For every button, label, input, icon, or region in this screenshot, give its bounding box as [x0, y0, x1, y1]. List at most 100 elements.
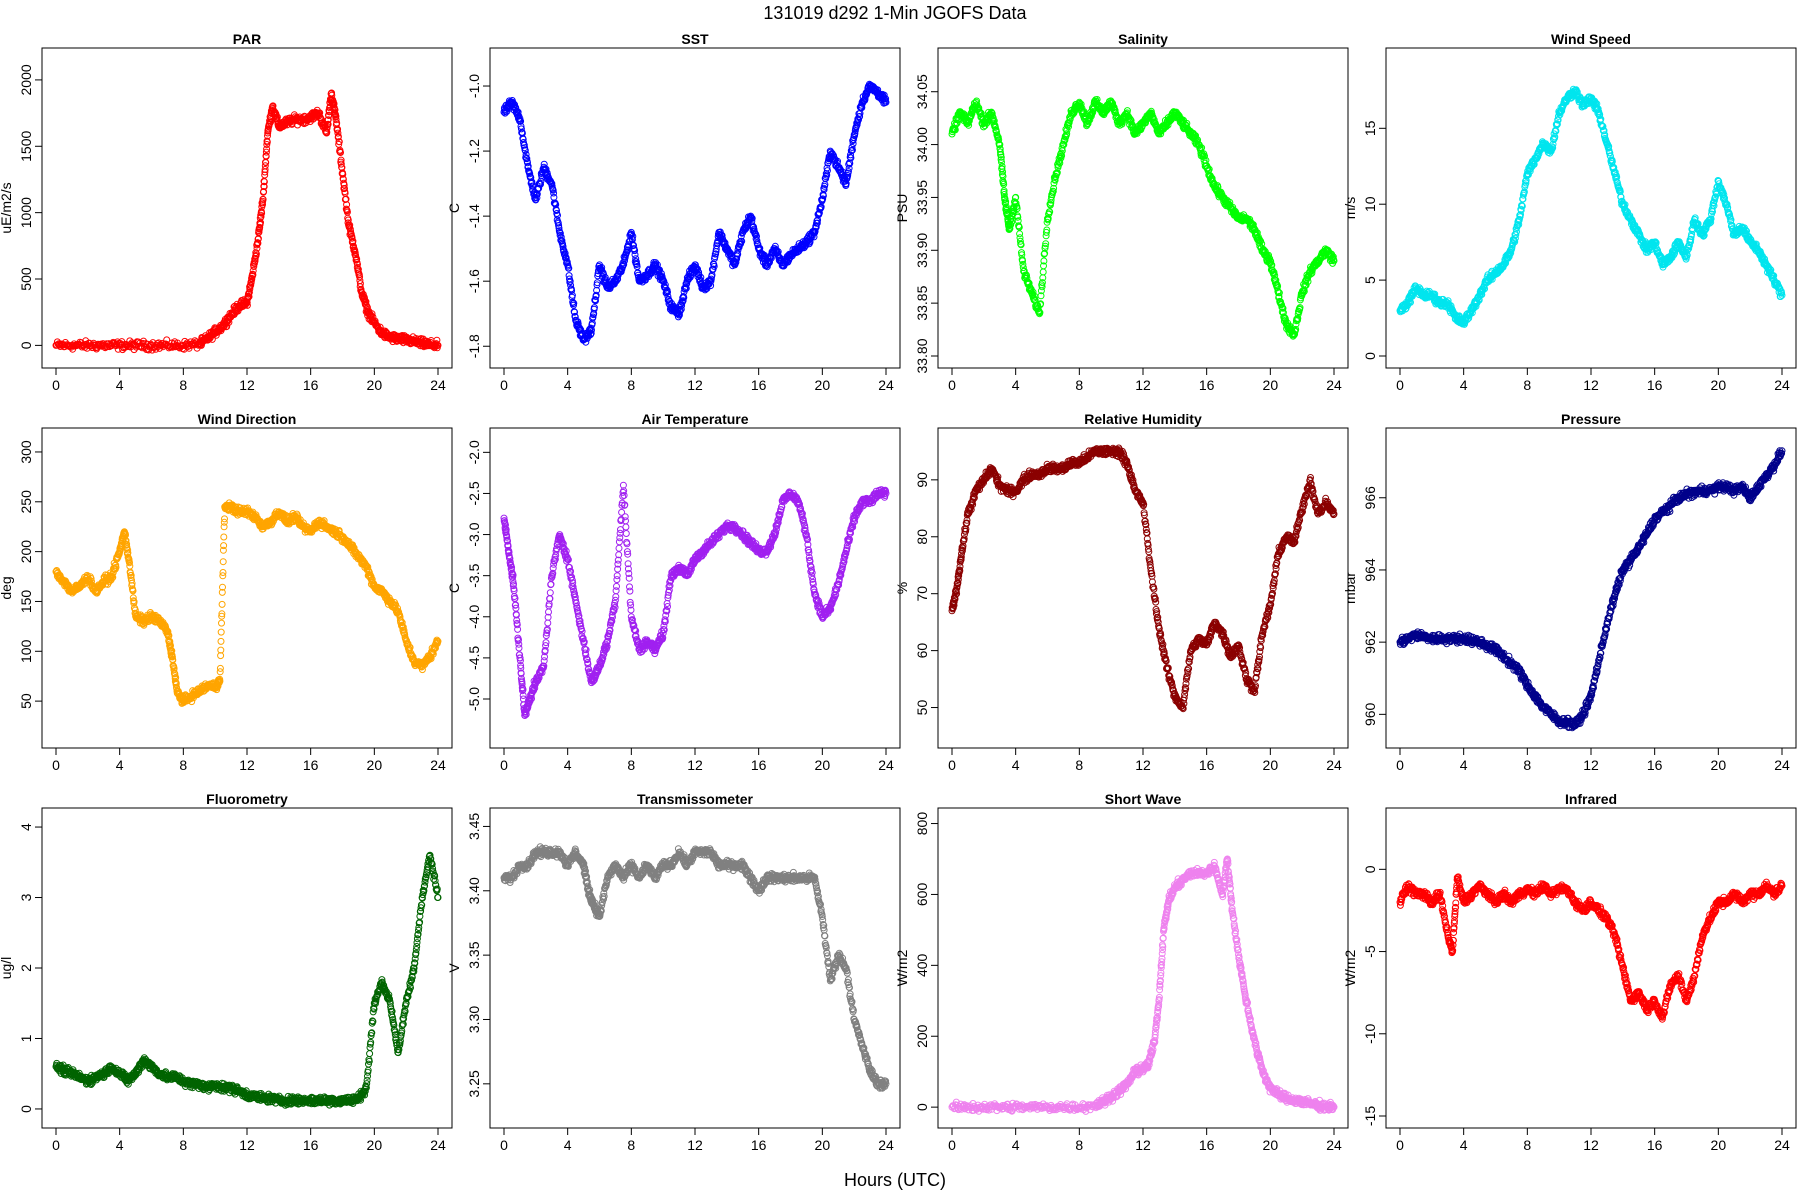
x-tick-label: 20 [367, 377, 383, 393]
data-point [334, 133, 342, 140]
y-tick-label: 250 [18, 490, 34, 514]
data-point [354, 260, 361, 268]
data-point [324, 120, 332, 128]
y-tick-label: -1.4 [466, 204, 482, 228]
y-tick-label: 500 [18, 267, 34, 291]
y-tick-label: 33.95 [914, 180, 930, 215]
x-tick-label: 4 [116, 377, 124, 393]
data-point [219, 558, 227, 566]
data-point [257, 213, 265, 221]
data-point [157, 341, 165, 349]
x-tick-label: 12 [1135, 377, 1151, 393]
x-tick-label: 12 [687, 377, 703, 393]
data-point [341, 185, 348, 192]
data-point [433, 336, 441, 344]
data-point [356, 273, 364, 281]
data-point [550, 193, 558, 201]
x-tick-label: 24 [1326, 377, 1342, 393]
x-tick-label: 24 [1774, 377, 1790, 393]
series-points [500, 80, 890, 346]
y-tick-label: 34.05 [914, 74, 930, 109]
data-point [246, 285, 254, 293]
plot-frame [489, 47, 901, 369]
x-tick-label: 8 [1075, 377, 1083, 393]
data-point [217, 637, 225, 645]
y-tick-label: 2000 [18, 64, 34, 95]
data-point [267, 118, 274, 126]
panel-title: PAR [233, 31, 262, 47]
y-tick-label: 0 [18, 341, 34, 349]
data-point [272, 110, 280, 118]
x-tick-label: 12 [239, 757, 255, 773]
data-point [350, 242, 357, 250]
x-tick-label: 20 [815, 377, 831, 393]
x-tick-label: 16 [1199, 377, 1215, 393]
series-points [52, 499, 442, 707]
data-point [243, 301, 251, 309]
x-tick-label: 24 [430, 377, 446, 393]
y-axis-label: C [446, 203, 462, 213]
y-tick-label: 200 [18, 540, 34, 564]
series-points [1396, 85, 1786, 328]
data-point [260, 188, 268, 195]
figure-title: 131019 d292 1-Min JGOFS Data [763, 3, 1027, 23]
data-point [339, 170, 347, 178]
data-point [348, 234, 356, 242]
data-point [335, 138, 343, 146]
x-tick-label: 0 [500, 377, 508, 393]
data-point [1039, 268, 1047, 276]
x-tick-label: 0 [52, 377, 60, 393]
data-point [260, 183, 268, 190]
data-point [269, 102, 277, 110]
x-tick-label: 4 [564, 377, 572, 393]
data-point [256, 223, 264, 231]
x-tick-label: 4 [1460, 377, 1468, 393]
data-point [249, 271, 257, 279]
data-point [217, 628, 225, 636]
data-point [262, 152, 270, 160]
data-point [259, 201, 266, 209]
data-point [254, 239, 262, 247]
data-point [340, 181, 348, 189]
y-tick-label: 33.90 [914, 233, 930, 268]
plot-frame [41, 47, 453, 369]
y-axis-label: deg [0, 576, 14, 599]
data-point [337, 149, 344, 156]
x-tick-label: 12 [239, 377, 255, 393]
data-point [263, 145, 271, 153]
data-point [218, 619, 225, 627]
x-tick-label: 20 [367, 757, 383, 773]
data-point [328, 89, 336, 97]
y-tick-label: 100 [18, 639, 34, 663]
data-point [264, 125, 272, 133]
data-point [259, 195, 267, 203]
y-tick-label: 1500 [18, 130, 34, 161]
data-point [261, 162, 269, 170]
x-tick-label: 16 [303, 377, 319, 393]
x-axis: 0 4 8 12 16 20 24 [1396, 367, 1790, 393]
data-point [328, 91, 336, 99]
y-tick-label: 10 [1362, 196, 1378, 212]
data-point [248, 275, 256, 283]
data-point [54, 340, 62, 348]
y-tick-label: 0 [1362, 352, 1378, 360]
x-tick-label: 4 [1012, 377, 1020, 393]
data-point [220, 533, 228, 541]
y-tick-label: 33.80 [914, 338, 930, 373]
data-point [218, 600, 226, 608]
series-points [948, 96, 1338, 340]
x-axis: 0 4 8 12 16 20 24 [52, 747, 446, 773]
x-tick-label: 8 [179, 377, 187, 393]
x-tick-label: 16 [1647, 377, 1663, 393]
data-point [353, 255, 361, 263]
panel-title: SST [681, 31, 709, 47]
y-tick-label: -1.2 [466, 139, 482, 163]
data-point [255, 228, 263, 236]
y-tick-label: 300 [18, 440, 34, 464]
